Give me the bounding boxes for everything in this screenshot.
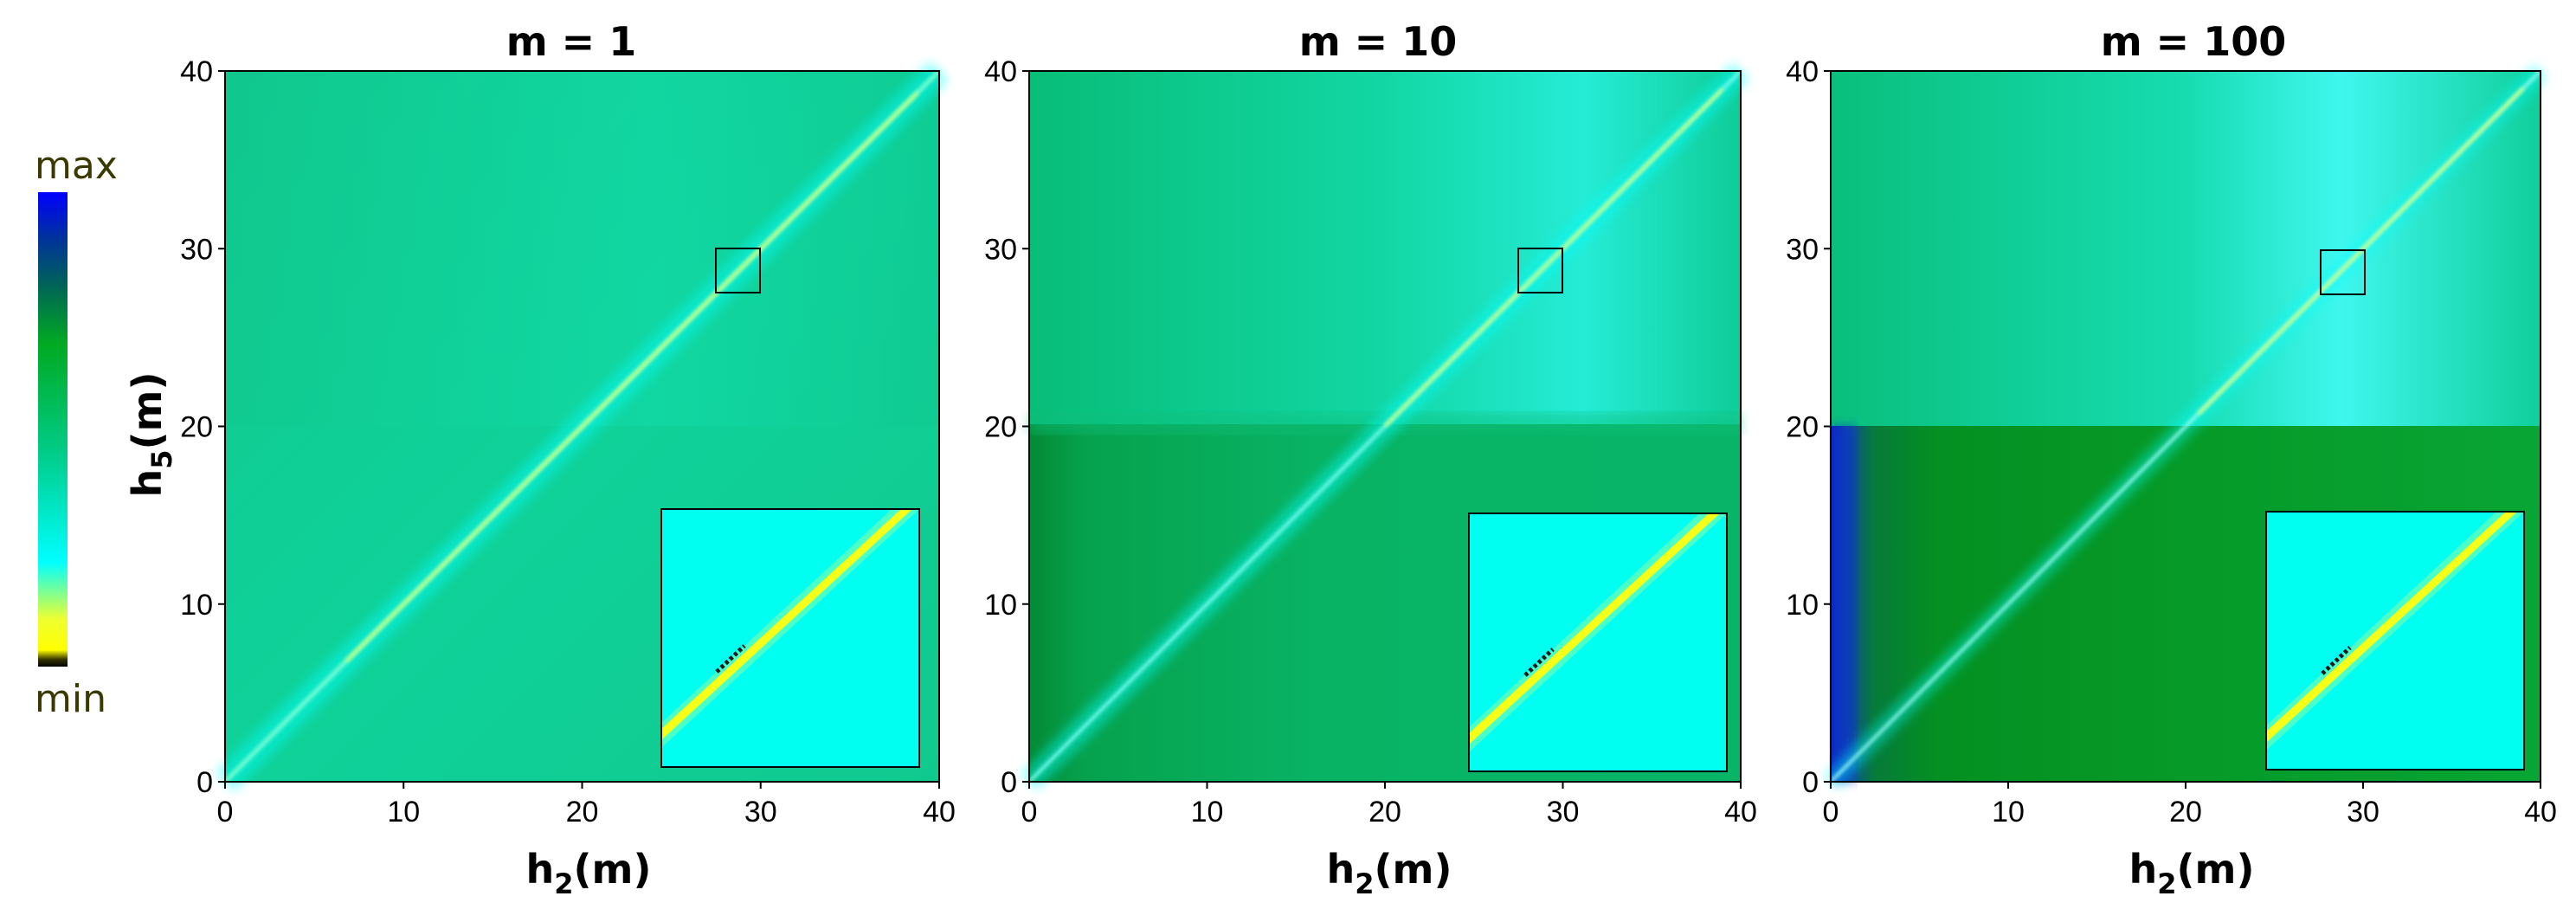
svg-text:h5(m): h5(m) <box>124 372 178 498</box>
panel-2-upper-field <box>1029 71 1741 426</box>
panel-3-inset <box>2265 511 2525 770</box>
panel-2-x-axis-label-main: h <box>1327 846 1356 893</box>
panel-1-x-ticks: 0 10 20 30 40 <box>217 782 956 829</box>
panel-1-y-tick-label: 20 <box>180 411 213 444</box>
panel-1-x-tick-label: 20 <box>566 796 599 829</box>
panel-1-x-tick-label: 10 <box>387 796 420 829</box>
panel-3-y-tick-label: 40 <box>1786 55 1819 88</box>
panel-3-x-tick-label: 30 <box>2347 796 2380 829</box>
colorbar-min-label: min <box>35 677 106 721</box>
panel-1-x-axis-label-sub: 2 <box>554 867 573 900</box>
panel-2-y-tick-label: 10 <box>984 589 1017 622</box>
panel-3-x-axis-label-sub: 2 <box>2157 867 2176 900</box>
panel-2-x-ticks: 0 10 20 30 40 <box>1021 782 1757 829</box>
panel-1-x-tick-label: 0 <box>217 796 234 829</box>
panel-2-x-tick-label: 20 <box>1368 796 1401 829</box>
panel-2-x-axis-label-sub: 2 <box>1355 867 1374 900</box>
panel-1-x-axis-label: h2(m) <box>526 846 652 900</box>
panel-1-plot-area <box>216 61 949 791</box>
panel-1-x-axis-label-unit: (m) <box>574 846 652 893</box>
panel-3-x-tick-label: 0 <box>1823 796 1839 829</box>
panel-3-upper-field <box>1831 71 2541 426</box>
panel-1-ridge-yellow <box>345 91 919 663</box>
colorbar: max min <box>35 144 118 721</box>
panel-3-x-tick-label: 40 <box>2524 796 2557 829</box>
panel-1-y-tick-label: 10 <box>180 589 213 622</box>
panel-2-x-axis-label: h2(m) <box>1327 846 1452 900</box>
panel-2-plot-area <box>1021 62 1749 790</box>
y-axis-label-main: h <box>124 469 171 498</box>
panel-3-highlight-box <box>2320 249 2366 295</box>
panel-3-x-tick-label: 20 <box>2169 796 2202 829</box>
panel-2-title: m = 10 <box>1299 18 1458 65</box>
panel-3-x-ticks: 0 10 20 30 40 <box>1823 782 2557 829</box>
panel-2-x-tick-label: 40 <box>1724 796 1757 829</box>
panel-2-y-ticks: 0 10 20 30 40 <box>984 55 1029 799</box>
panel-3-x-axis-label-unit: (m) <box>2177 846 2255 893</box>
panel-1-title: m = 1 <box>506 18 637 65</box>
panel-2-x-tick-label: 10 <box>1191 796 1224 829</box>
y-axis-label: h5(m) <box>124 372 178 498</box>
panel-1-y-tick-label: 0 <box>196 766 213 799</box>
panel-1-x-tick-label: 30 <box>744 796 777 829</box>
panel-1-x-axis-label-main: h <box>526 846 555 893</box>
panel-3-y-tick-label: 0 <box>1802 766 1819 799</box>
panel-1-highlight-box <box>715 248 761 293</box>
panel-3-y-tick-label: 10 <box>1786 589 1819 622</box>
panel-2-y-tick-label: 30 <box>984 233 1017 266</box>
panel-2-x-tick-label: 30 <box>1547 796 1580 829</box>
colorbar-max-label: max <box>35 144 118 188</box>
panel-2-ridge-yellow <box>1383 87 1724 428</box>
panel-1-y-tick-label: 30 <box>180 233 213 266</box>
panel-2-y-tick-label: 40 <box>984 55 1017 88</box>
panel-1-x-tick-label: 40 <box>923 796 956 829</box>
panel-3-title: m = 100 <box>2101 18 2287 65</box>
panel-1-inset <box>660 508 920 768</box>
panel-3-blue-edge <box>1831 426 1857 782</box>
panel-2-y-tick-label: 0 <box>1001 766 1017 799</box>
heatmap-panel-2: m = 10 0 10 20 30 40 0 10 20 30 40 h2(m) <box>984 18 1757 900</box>
panel-2-y-tick-label: 20 <box>984 411 1017 444</box>
panel-3-y-ticks: 0 10 20 30 40 <box>1786 55 1831 799</box>
colorbar-gradient <box>38 192 68 667</box>
panel-2-inset <box>1468 513 1728 772</box>
panel-3-x-axis-label: h2(m) <box>2129 846 2255 900</box>
panel-1-upper-shade <box>225 71 939 426</box>
panel-2-x-axis-label-unit: (m) <box>1375 846 1452 893</box>
y-axis-label-unit: (m) <box>124 372 171 450</box>
heatmap-panel-3: m = 100 0 10 20 30 40 0 10 20 30 40 h2(m) <box>1786 18 2557 900</box>
heatmap-panel-1: m = 1 0 10 20 30 40 0 10 20 30 40 h2(m) <box>180 18 956 900</box>
panel-3-y-tick-label: 30 <box>1786 233 1819 266</box>
y-axis-label-sub: 5 <box>145 449 178 468</box>
panel-3-y-tick-label: 20 <box>1786 411 1819 444</box>
panel-3-x-axis-label-main: h <box>2129 846 2158 893</box>
panel-3-x-tick-label: 10 <box>1992 796 2025 829</box>
panel-1-y-tick-label: 40 <box>180 55 213 88</box>
panel-2-highlight-box <box>1517 248 1563 293</box>
panel-1-y-ticks: 0 10 20 30 40 <box>180 55 225 799</box>
panel-2-x-tick-label: 0 <box>1021 796 1038 829</box>
